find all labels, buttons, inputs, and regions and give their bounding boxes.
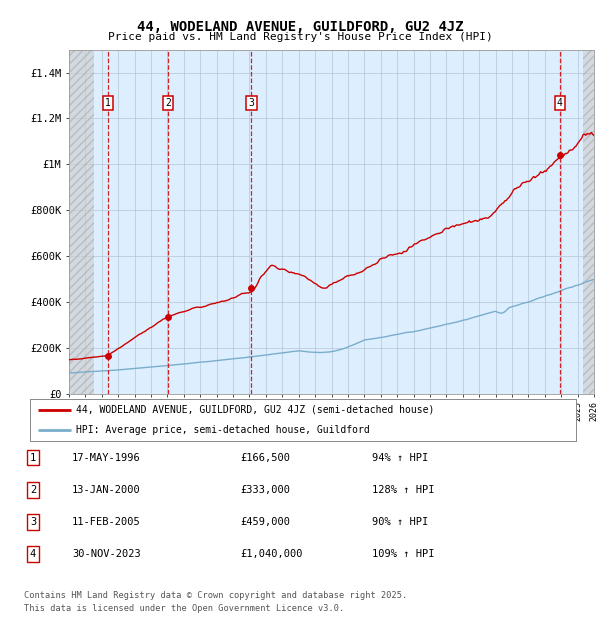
Text: £459,000: £459,000 (240, 517, 290, 527)
Text: Contains HM Land Registry data © Crown copyright and database right 2025.: Contains HM Land Registry data © Crown c… (24, 591, 407, 600)
Text: 94% ↑ HPI: 94% ↑ HPI (372, 453, 428, 463)
Text: Price paid vs. HM Land Registry's House Price Index (HPI): Price paid vs. HM Land Registry's House … (107, 32, 493, 42)
Text: 44, WODELAND AVENUE, GUILDFORD, GU2 4JZ (semi-detached house): 44, WODELAND AVENUE, GUILDFORD, GU2 4JZ … (76, 405, 435, 415)
Text: 17-MAY-1996: 17-MAY-1996 (72, 453, 141, 463)
Text: 13-JAN-2000: 13-JAN-2000 (72, 485, 141, 495)
Text: 3: 3 (248, 98, 254, 108)
Text: £166,500: £166,500 (240, 453, 290, 463)
Text: 2: 2 (30, 485, 36, 495)
Bar (69, 50, 94, 394)
Text: 90% ↑ HPI: 90% ↑ HPI (372, 517, 428, 527)
Text: 128% ↑ HPI: 128% ↑ HPI (372, 485, 434, 495)
Text: 1: 1 (105, 98, 111, 108)
Text: HPI: Average price, semi-detached house, Guildford: HPI: Average price, semi-detached house,… (76, 425, 370, 435)
Text: 4: 4 (30, 549, 36, 559)
Text: 1: 1 (30, 453, 36, 463)
Text: 11-FEB-2005: 11-FEB-2005 (72, 517, 141, 527)
Text: 44, WODELAND AVENUE, GUILDFORD, GU2 4JZ: 44, WODELAND AVENUE, GUILDFORD, GU2 4JZ (137, 20, 463, 34)
Text: £333,000: £333,000 (240, 485, 290, 495)
Text: 109% ↑ HPI: 109% ↑ HPI (372, 549, 434, 559)
Bar (583, 50, 594, 394)
Text: 30-NOV-2023: 30-NOV-2023 (72, 549, 141, 559)
Text: 3: 3 (30, 517, 36, 527)
Text: £1,040,000: £1,040,000 (240, 549, 302, 559)
Text: 4: 4 (557, 98, 563, 108)
Text: This data is licensed under the Open Government Licence v3.0.: This data is licensed under the Open Gov… (24, 603, 344, 613)
Text: 2: 2 (165, 98, 171, 108)
